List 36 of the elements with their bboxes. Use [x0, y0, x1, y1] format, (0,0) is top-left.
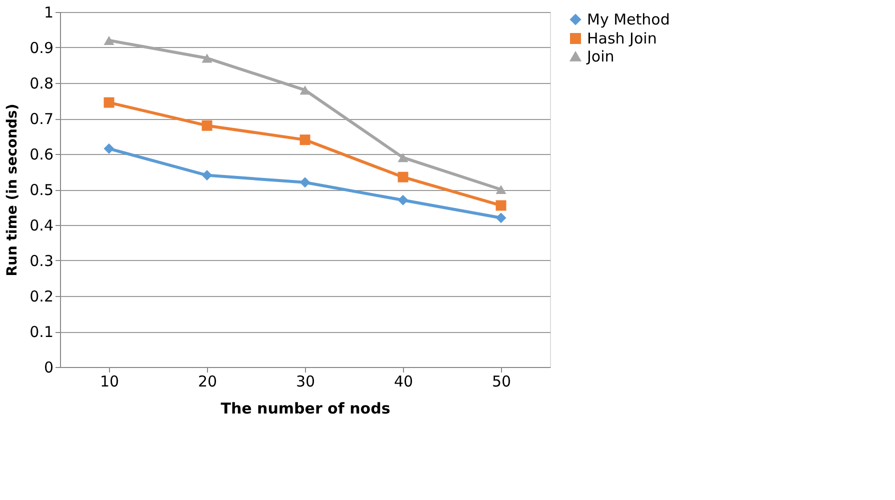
point — [300, 86, 310, 95]
y-tick-label: 0.6 — [30, 146, 54, 164]
point — [300, 177, 310, 188]
x-axis-title: The number of nods — [220, 400, 390, 418]
y-tick-label: 0.2 — [30, 288, 54, 306]
legend-label: Join — [586, 48, 614, 66]
y-tick-label: 1 — [44, 4, 54, 22]
y-tick-label: 0 — [44, 358, 54, 376]
y-tick-label: 0.4 — [30, 216, 54, 234]
point — [104, 143, 114, 154]
point — [300, 134, 310, 146]
legend-label: Hash Join — [587, 30, 657, 48]
point — [398, 194, 408, 206]
y-tick-label: 0.8 — [30, 74, 54, 92]
point — [496, 184, 506, 194]
y-tick-label: 0.9 — [30, 39, 54, 57]
x-tick-label: 40 — [394, 372, 414, 390]
point — [202, 170, 212, 181]
y-tick-label: 0.5 — [30, 181, 54, 199]
y-tick-label: 0.3 — [30, 252, 54, 270]
x-tick-label: 10 — [100, 372, 120, 390]
y-tick-label: 0.7 — [30, 110, 54, 128]
point — [104, 36, 114, 45]
x-tick-label: 50 — [492, 372, 512, 390]
point — [398, 153, 408, 162]
x-tick-label: 30 — [296, 372, 316, 390]
point — [202, 54, 212, 63]
y-tick-label: 0.1 — [30, 323, 54, 341]
y-axis-title: Run time (in seconds) — [4, 104, 21, 276]
point — [202, 120, 212, 131]
point — [398, 172, 408, 182]
point — [104, 97, 114, 108]
x-tick-label: 20 — [198, 372, 218, 390]
point — [496, 212, 506, 224]
legend-label: My Method — [587, 10, 670, 28]
point — [496, 200, 506, 211]
